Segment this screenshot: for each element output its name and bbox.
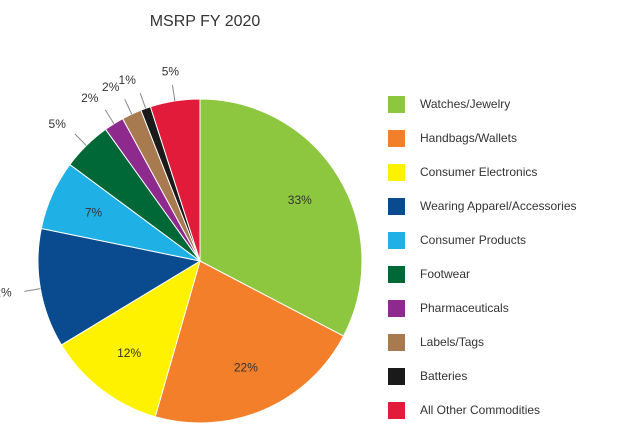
leader-line <box>24 288 41 292</box>
leader-line <box>171 84 176 102</box>
legend-swatch <box>388 130 405 147</box>
legend-label: All Other Commodities <box>420 403 540 417</box>
data-label: 1% <box>119 73 137 87</box>
legend-swatch <box>388 198 405 215</box>
leader-line <box>124 99 133 115</box>
legend-label: Handbags/Wallets <box>420 131 517 145</box>
leader-line <box>74 133 87 146</box>
legend-label: Consumer Electronics <box>420 165 537 179</box>
pie-slice <box>149 98 201 262</box>
data-label: 12% <box>0 286 12 300</box>
legend-swatch <box>388 266 405 283</box>
data-label: 7% <box>85 206 103 220</box>
legend-label: Watches/Jewelry <box>420 97 510 111</box>
pie-slice <box>199 98 363 337</box>
data-label: 33% <box>288 193 312 207</box>
legend-swatch <box>388 402 405 419</box>
data-label: 22% <box>234 360 258 374</box>
legend-swatch <box>388 96 405 113</box>
legend-label: Labels/Tags <box>420 335 484 349</box>
legend-label: Footwear <box>420 267 470 281</box>
data-label: 2% <box>102 80 120 94</box>
pie-slice <box>60 259 201 418</box>
legend-label: Wearing Apparel/Accessories <box>420 199 577 213</box>
legend-swatch <box>388 232 405 249</box>
data-label: 5% <box>49 117 67 131</box>
legend-label: Pharmaceuticals <box>420 301 509 315</box>
legend-swatch <box>388 334 405 351</box>
chart-title: MSRP FY 2020 <box>150 13 261 30</box>
leader-line <box>139 92 147 109</box>
data-label: 2% <box>81 91 99 105</box>
legend-label: Consumer Products <box>420 233 526 247</box>
legend-label: Batteries <box>420 369 467 383</box>
leader-line <box>104 109 115 125</box>
legend-swatch <box>388 368 405 385</box>
data-label: 5% <box>162 64 180 78</box>
legend-swatch <box>388 300 405 317</box>
pie-slice <box>154 260 345 424</box>
legend-swatch <box>388 164 405 181</box>
data-label: 12% <box>117 346 141 360</box>
